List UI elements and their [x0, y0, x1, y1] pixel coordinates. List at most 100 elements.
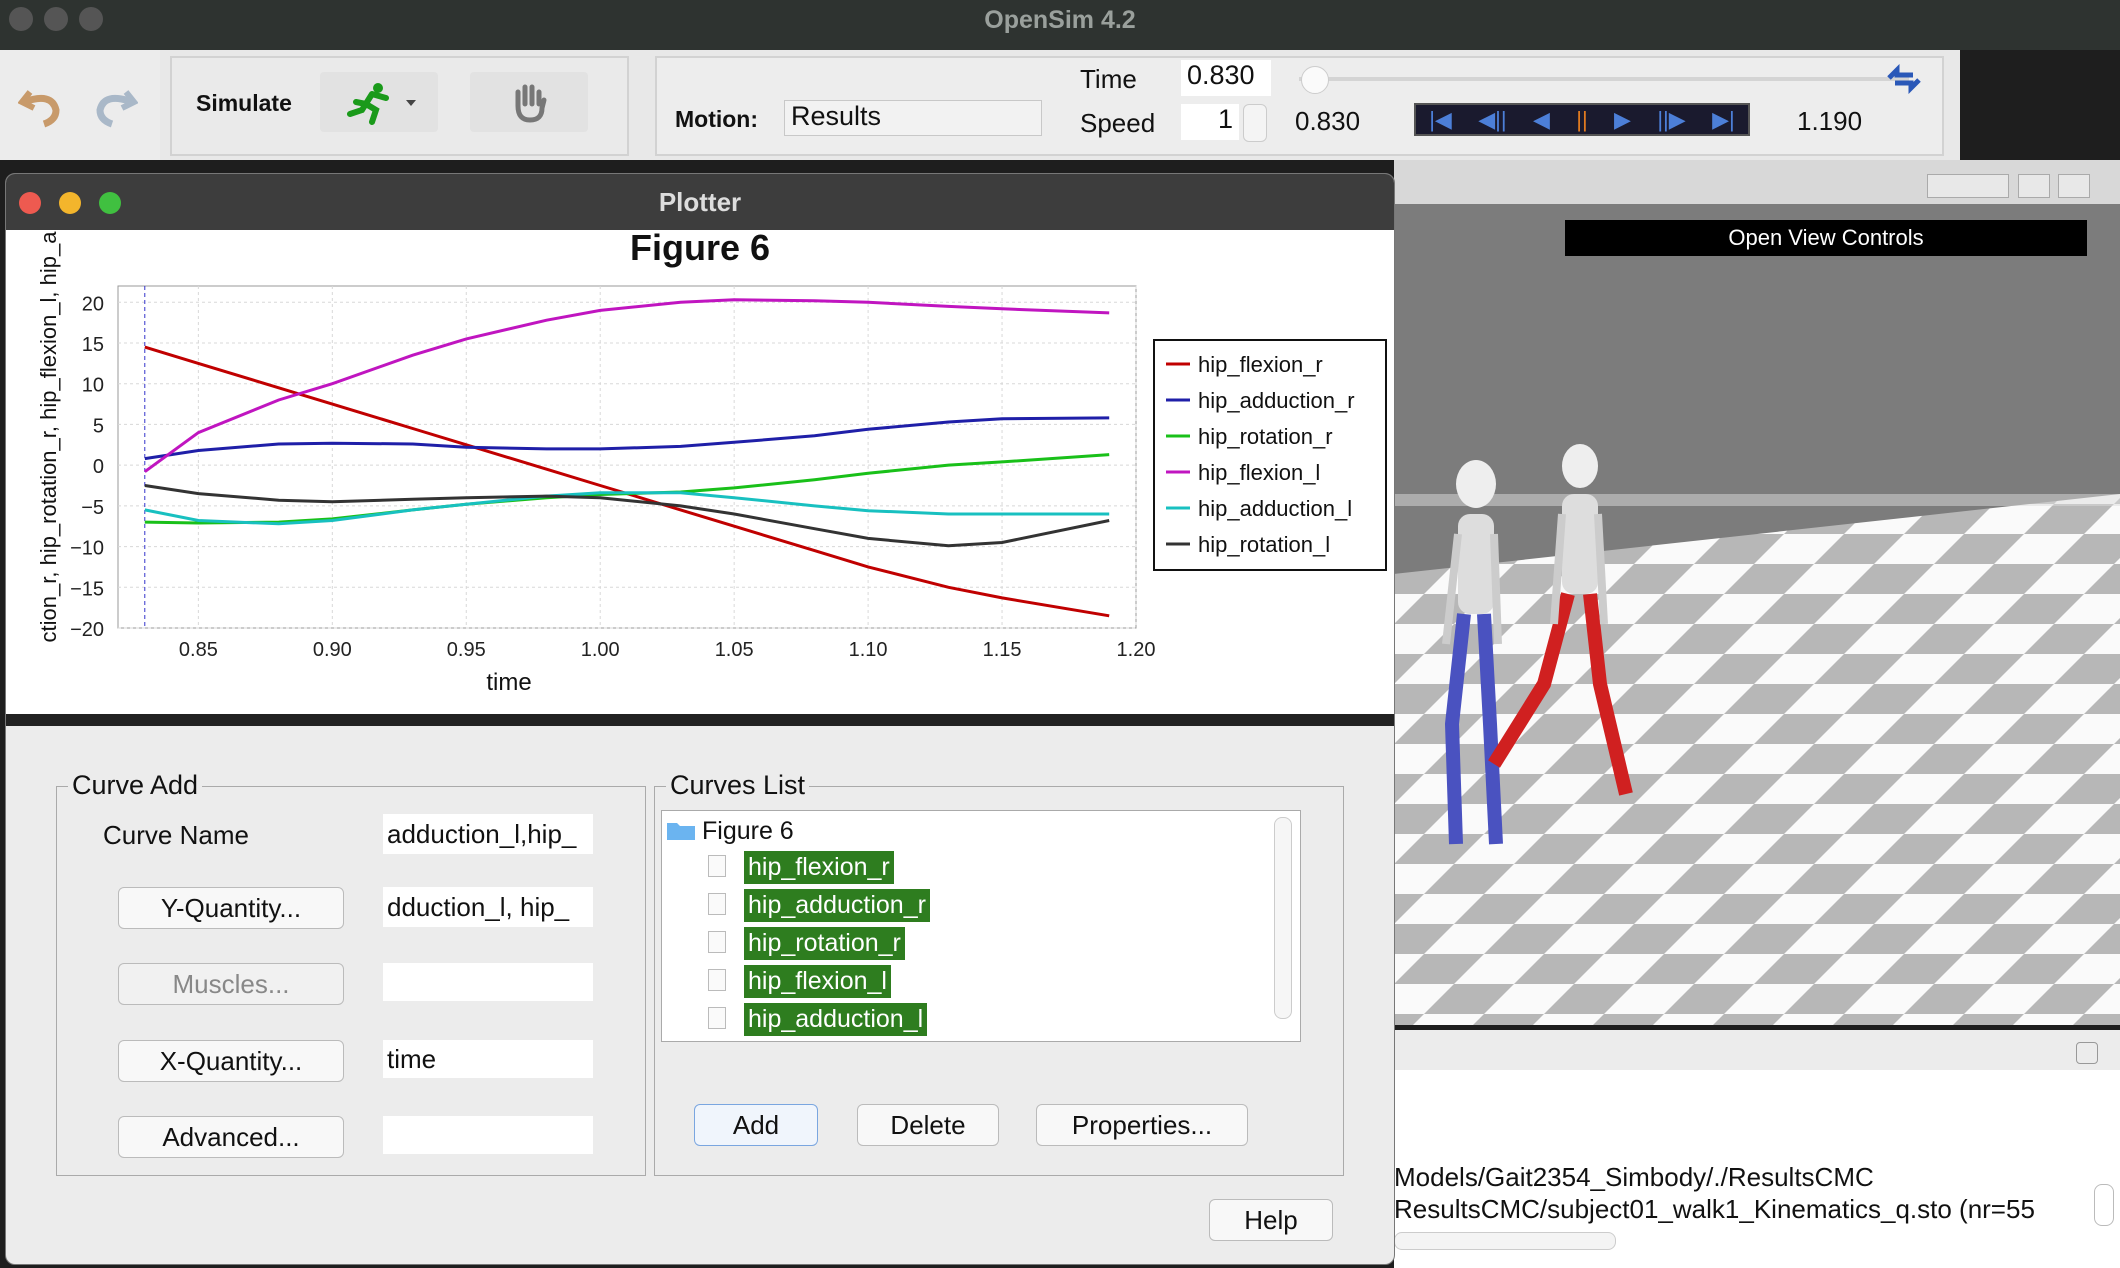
last-frame-icon[interactable]: ▶| — [1712, 106, 1735, 132]
tree-scrollbar[interactable] — [1274, 817, 1292, 1019]
tree-item-hip-adduction-r[interactable]: hip_adduction_r — [744, 889, 930, 922]
plotter-title-bar: Plotter — [6, 174, 1394, 230]
skeleton-left — [1442, 460, 1503, 845]
y-axis-label: ction_r, hip_rotation_r, hip_flexion_l, … — [36, 231, 61, 643]
view-tabs-bar — [1394, 160, 2120, 204]
motion-panel: Motion: Results Time 0.830 Speed 1 0.830… — [655, 56, 1944, 156]
console-output: Models/Gait2354_Simbody/./ResultsCMC Res… — [1394, 1030, 2120, 1268]
curve-name-label: Curve Name — [103, 820, 249, 850]
tree-item-hip-adduction-l[interactable]: hip_adduction_l — [744, 1003, 928, 1036]
x-tick-label: 0.85 — [179, 639, 218, 661]
plot-area — [117, 285, 1137, 629]
y-tick-label: −15 — [70, 578, 104, 600]
series-line-hip-adduction-r — [144, 416, 1110, 461]
scene-canvas[interactable] — [1394, 204, 2120, 1025]
zoom-window-icon[interactable] — [99, 192, 121, 214]
advanced-field[interactable] — [383, 1116, 593, 1154]
model-view-3d[interactable] — [1394, 160, 2120, 1025]
muscles-button[interactable]: Muscles... — [118, 963, 344, 1005]
line-chart: Figure 6 20 15 10 5 0 −5 −10 −15 −20 0.85 0.90 0.95 1… — [36, 227, 1387, 696]
view-menu-button[interactable] — [2018, 174, 2050, 198]
legend-entry: hip_rotation_r — [1198, 424, 1333, 449]
y-tick-label: −10 — [70, 538, 104, 560]
console-scrollbar[interactable] — [2094, 1184, 2114, 1226]
view-scroll-arrows[interactable] — [1927, 174, 2009, 198]
simulate-panel: Simulate — [170, 56, 629, 156]
step-forward-icon[interactable]: ||▶ — [1657, 106, 1686, 132]
x-tick-label: 1.10 — [849, 639, 888, 661]
delete-button[interactable]: Delete — [857, 1104, 999, 1146]
end-time-value: 1.190 — [1797, 106, 1863, 136]
title-bar: OpenSim 4.2 — [0, 0, 2120, 50]
simulate-button[interactable]: Simulate — [196, 90, 292, 116]
run-simulation-button[interactable] — [320, 72, 438, 132]
y-quantity-button[interactable]: Y-Quantity... — [118, 887, 344, 929]
x-tick-label: 1.20 — [1117, 639, 1156, 661]
x-quantity-button[interactable]: X-Quantity... — [118, 1040, 344, 1082]
x-tick-label: 1.00 — [581, 639, 620, 661]
time-slider-track[interactable] — [1299, 77, 1909, 81]
folder-icon — [667, 823, 695, 840]
legend-entry: hip_adduction_l — [1198, 496, 1352, 521]
help-button[interactable]: Help — [1209, 1199, 1333, 1241]
y-tick-label: 5 — [93, 415, 104, 437]
y-tick-label: 10 — [82, 375, 104, 397]
minimize-window-icon[interactable] — [59, 192, 81, 214]
close-window-icon[interactable] — [9, 7, 33, 31]
play-reverse-icon[interactable]: ◀ — [1532, 106, 1550, 132]
plotter-window: Plotter Figure 6 20 15 10 5 0 −5 −10 −15 −20 0.85 0… — [5, 173, 1395, 1265]
y-tick-label: 20 — [82, 293, 104, 315]
step-back-icon[interactable]: ◀|| — [1478, 106, 1507, 132]
hand-stop-icon — [515, 84, 547, 123]
console-h-scrollbar[interactable] — [1394, 1232, 1616, 1250]
legend-entry: hip_flexion_r — [1198, 352, 1323, 377]
x-axis-label: time — [486, 669, 531, 696]
transport-controls: |◀ ◀|| ◀ || ▶ ||▶ ▶| — [1414, 103, 1750, 136]
time-slider-thumb[interactable] — [1301, 66, 1329, 94]
tree-item-hip-rotation-r[interactable]: hip_rotation_r — [744, 927, 905, 960]
zoom-window-icon[interactable] — [79, 7, 103, 31]
y-quantity-field[interactable]: dduction_l, hip_ — [383, 887, 593, 927]
tree-folder-label[interactable]: Figure 6 — [702, 817, 794, 845]
chart-title: Figure 6 — [630, 230, 770, 268]
x-tick-label: 1.15 — [983, 639, 1022, 661]
splitter-bar[interactable] — [6, 714, 1394, 726]
console-header — [1394, 1030, 2120, 1070]
properties-button[interactable]: Properties... — [1036, 1104, 1248, 1146]
undo-redo-strip — [0, 50, 160, 160]
tree-item-hip-flexion-l[interactable]: hip_flexion_l — [744, 965, 891, 998]
app-title: OpenSim 4.2 — [984, 6, 1136, 34]
series-line-hip-rotation-l — [144, 484, 1110, 548]
x-tick-label: 0.90 — [313, 639, 352, 661]
muscles-field[interactable] — [383, 963, 593, 1001]
open-view-controls-button[interactable]: Open View Controls — [1565, 220, 2087, 256]
speed-stepper[interactable] — [1243, 104, 1267, 142]
close-window-icon[interactable] — [19, 192, 41, 214]
curve-name-input[interactable]: adduction_l,hip_ — [383, 814, 593, 854]
view-maximize-button[interactable] — [2058, 174, 2090, 198]
stop-simulation-button[interactable] — [470, 72, 588, 132]
motion-select[interactable]: Results — [784, 100, 1042, 136]
redo-icon[interactable] — [88, 82, 138, 128]
curves-tree[interactable]: Figure 6 hip_flexion_r hip_adduction_r h… — [661, 810, 1301, 1042]
add-button[interactable]: Add — [694, 1104, 818, 1146]
speed-input[interactable]: 1 — [1181, 104, 1239, 140]
advanced-button[interactable]: Advanced... — [118, 1116, 344, 1158]
file-icon — [708, 969, 726, 991]
time-input[interactable]: 0.830 — [1181, 60, 1271, 96]
pause-icon[interactable]: || — [1576, 106, 1588, 132]
y-tick-label: −5 — [81, 497, 104, 519]
speed-label: Speed — [1080, 108, 1156, 138]
chart-panel[interactable]: Figure 6 20 15 10 5 0 −5 −10 −15 −20 0.85 0.90 0.95 1… — [6, 227, 1394, 720]
curve-add-group — [56, 786, 646, 1176]
play-icon[interactable]: ▶ — [1614, 106, 1631, 132]
minimize-window-icon[interactable] — [44, 7, 68, 31]
tree-item-hip-flexion-r[interactable]: hip_flexion_r — [744, 851, 894, 884]
undo-icon[interactable] — [18, 82, 68, 128]
series-line-hip-adduction-l — [144, 491, 1110, 526]
x-quantity-field[interactable]: time — [383, 1040, 593, 1078]
console-minimize-button[interactable] — [2076, 1042, 2098, 1064]
x-tick-label: 0.95 — [447, 639, 486, 661]
loop-icon[interactable] — [1883, 64, 1925, 94]
first-frame-icon[interactable]: |◀ — [1429, 106, 1452, 132]
